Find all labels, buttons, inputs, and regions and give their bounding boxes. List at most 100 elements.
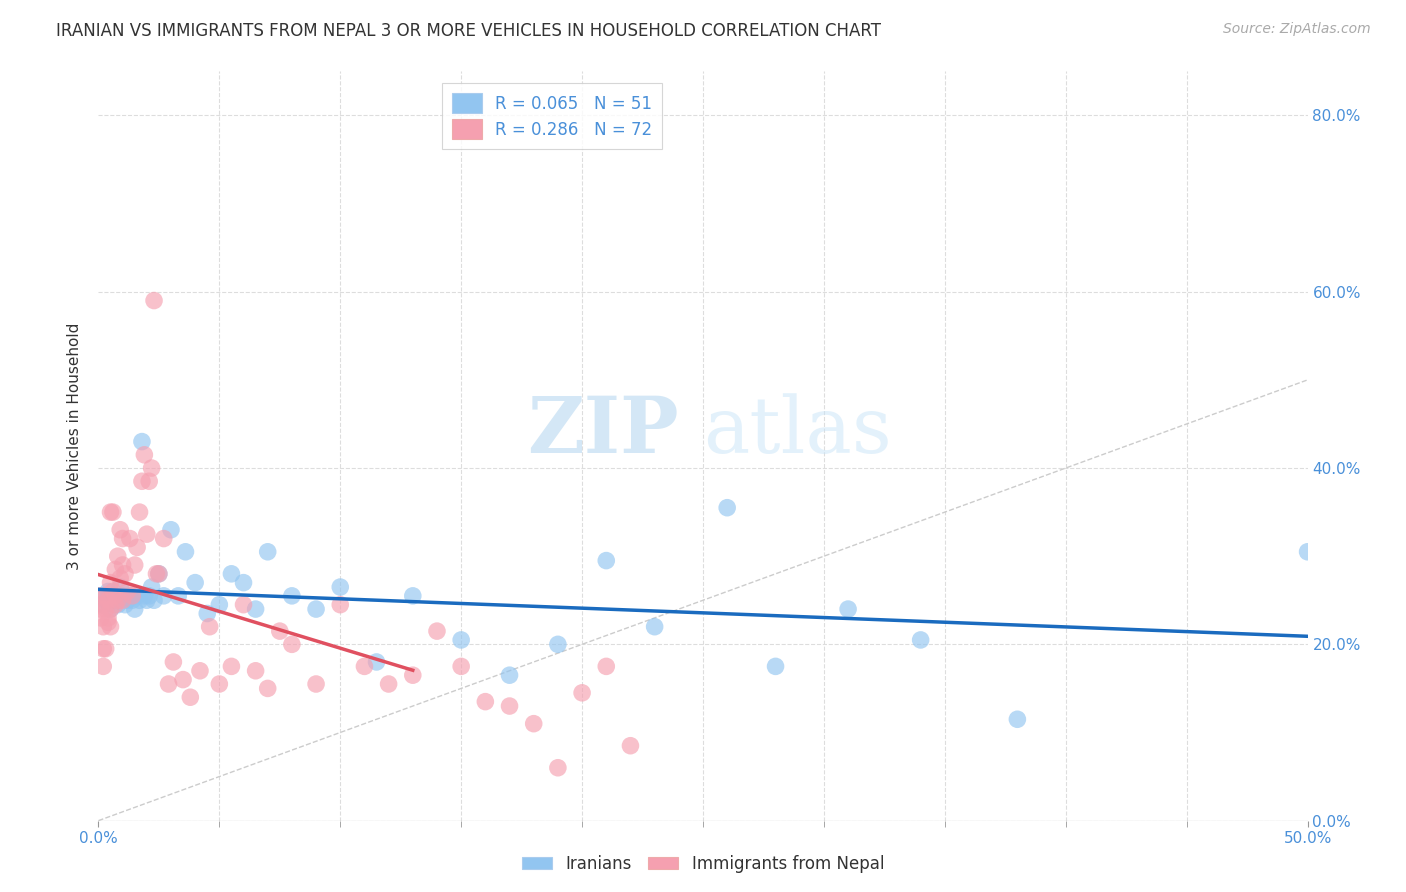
Point	[208, 598, 231, 612]
Point	[245, 602, 267, 616]
Point	[353, 659, 375, 673]
Point	[198, 620, 221, 634]
Point	[91, 620, 114, 634]
Point	[141, 461, 163, 475]
Point	[111, 589, 134, 603]
Point	[184, 575, 207, 590]
Point	[162, 655, 184, 669]
Point	[402, 668, 425, 682]
Point	[138, 589, 160, 603]
Point	[104, 589, 127, 603]
Point	[256, 681, 278, 696]
Point	[124, 602, 146, 616]
Point	[910, 632, 932, 647]
Point	[101, 505, 124, 519]
Point	[104, 598, 127, 612]
Point	[377, 677, 399, 691]
Point	[172, 673, 194, 687]
Point	[765, 659, 787, 673]
Point	[100, 505, 122, 519]
Point	[426, 624, 449, 639]
Point	[104, 562, 127, 576]
Point	[143, 593, 166, 607]
Point	[118, 589, 141, 603]
Point	[90, 598, 112, 612]
Point	[305, 677, 328, 691]
Point	[89, 589, 111, 603]
Point	[101, 584, 124, 599]
Point	[157, 677, 180, 691]
Point	[329, 598, 352, 612]
Point	[221, 659, 243, 673]
Y-axis label: 3 or more Vehicles in Household: 3 or more Vehicles in Household	[67, 322, 83, 570]
Point	[134, 589, 156, 603]
Point	[208, 677, 231, 691]
Point	[571, 686, 593, 700]
Point	[716, 500, 738, 515]
Point	[118, 532, 141, 546]
Point	[1007, 712, 1029, 726]
Point	[402, 589, 425, 603]
Point	[619, 739, 641, 753]
Point	[104, 593, 127, 607]
Point	[91, 598, 114, 612]
Point	[135, 527, 157, 541]
Point	[232, 598, 254, 612]
Point	[281, 637, 304, 651]
Point	[450, 632, 472, 647]
Point	[100, 602, 122, 616]
Point	[595, 659, 617, 673]
Point	[100, 602, 122, 616]
Point	[148, 566, 170, 581]
Point	[107, 593, 129, 607]
Point	[135, 593, 157, 607]
Point	[94, 589, 117, 603]
Point	[134, 448, 156, 462]
Point	[90, 602, 112, 616]
Point	[498, 668, 520, 682]
Point	[143, 293, 166, 308]
Point	[152, 589, 174, 603]
Point	[108, 523, 131, 537]
Point	[221, 566, 243, 581]
Point	[366, 655, 388, 669]
Point	[160, 523, 183, 537]
Text: ZIP: ZIP	[527, 393, 679, 469]
Point	[179, 690, 201, 705]
Point	[90, 589, 112, 603]
Point	[121, 593, 143, 607]
Text: Source: ZipAtlas.com: Source: ZipAtlas.com	[1223, 22, 1371, 37]
Point	[114, 598, 136, 612]
Point	[94, 602, 117, 616]
Point	[281, 589, 304, 603]
Point	[94, 593, 117, 607]
Point	[329, 580, 352, 594]
Point	[837, 602, 859, 616]
Point	[128, 505, 150, 519]
Point	[91, 641, 114, 656]
Point	[107, 549, 129, 564]
Point	[141, 580, 163, 594]
Point	[148, 566, 170, 581]
Point	[90, 611, 112, 625]
Point	[450, 659, 472, 673]
Point	[111, 593, 134, 607]
Point	[107, 598, 129, 612]
Point	[174, 545, 197, 559]
Point	[145, 566, 167, 581]
Point	[91, 659, 114, 673]
Point	[111, 558, 134, 572]
Point	[138, 475, 160, 489]
Point	[101, 589, 124, 603]
Point	[547, 637, 569, 651]
Point	[474, 695, 496, 709]
Point	[117, 584, 139, 599]
Point	[127, 541, 149, 555]
Point	[128, 593, 150, 607]
Point	[127, 589, 149, 603]
Text: IRANIAN VS IMMIGRANTS FROM NEPAL 3 OR MORE VEHICLES IN HOUSEHOLD CORRELATION CHA: IRANIAN VS IMMIGRANTS FROM NEPAL 3 OR MO…	[56, 22, 882, 40]
Point	[111, 532, 134, 546]
Point	[188, 664, 211, 678]
Point	[117, 593, 139, 607]
Point	[131, 434, 153, 449]
